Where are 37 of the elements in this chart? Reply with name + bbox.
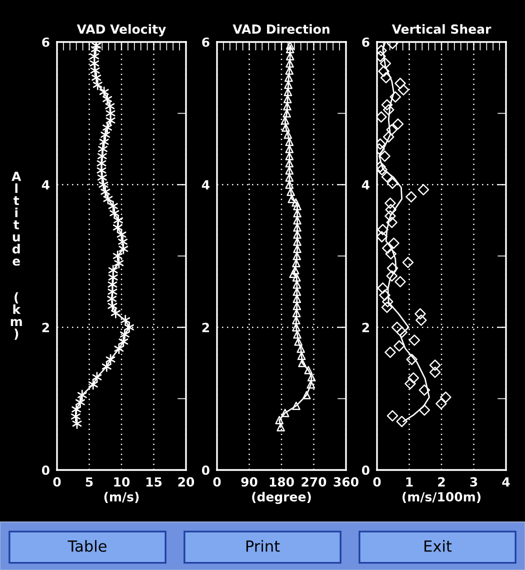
- text: Exit: [424, 540, 452, 552]
- chart-title: VAD Direction: [232, 24, 330, 34]
- x-tick-label: 10: [114, 477, 130, 487]
- x-tick-label: 2: [438, 477, 445, 486]
- x-tick-label: 0: [213, 477, 221, 487]
- x-tick-label: 3: [470, 477, 478, 487]
- x-axis-title: (degree): [252, 492, 311, 504]
- x-axis-title: (m/s): [104, 492, 139, 503]
- x-tick-label: 90: [241, 477, 258, 487]
- chart-title: VAD Velocity: [76, 24, 166, 36]
- x-tick-label: 15: [146, 477, 162, 487]
- x-tick-label: 20: [178, 477, 194, 487]
- y-tick-label: 0: [202, 465, 210, 475]
- y-tick-label: 2: [42, 322, 49, 332]
- y-tick-label: 2: [362, 322, 369, 332]
- y-tick-label: 6: [362, 37, 370, 47]
- text: Altitude (km): [10, 172, 22, 340]
- x-tick-label: 0: [373, 477, 381, 487]
- text: Table: [68, 540, 106, 552]
- y-tick-label: 6: [202, 37, 210, 47]
- text: Print: [246, 540, 280, 552]
- y-tick-label: 6: [42, 37, 50, 47]
- x-tick-label: 5: [86, 477, 93, 487]
- y-tick-label: 2: [202, 322, 209, 332]
- y-tick-label: 0: [362, 465, 370, 475]
- x-tick-label: 4: [502, 477, 510, 486]
- x-tick-label: 0: [53, 477, 61, 487]
- x-tick-label: 1: [406, 477, 413, 486]
- x-axis-title: (m/s/100m): [402, 492, 480, 503]
- chart-title: Vertical Shear: [392, 24, 492, 34]
- y-tick-label: 0: [42, 465, 50, 475]
- y-tick-label: 4: [362, 180, 370, 190]
- x-tick-label: 270: [302, 477, 326, 487]
- x-tick-label: 360: [334, 477, 358, 487]
- x-tick-label: 180: [270, 477, 294, 487]
- y-tick-label: 4: [202, 180, 210, 190]
- y-tick-label: 4: [42, 180, 50, 190]
